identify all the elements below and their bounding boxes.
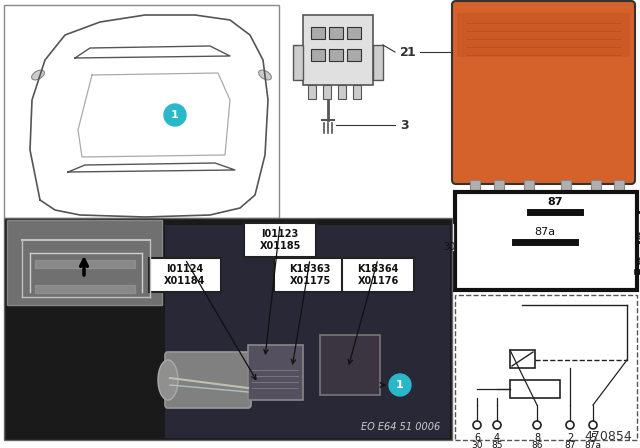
FancyBboxPatch shape xyxy=(149,258,221,292)
Bar xyxy=(347,27,361,39)
Text: 30: 30 xyxy=(443,242,455,252)
Ellipse shape xyxy=(31,70,44,80)
Bar xyxy=(561,180,571,196)
Bar xyxy=(4,5,279,218)
Bar xyxy=(311,27,325,39)
Text: 8: 8 xyxy=(534,433,540,443)
Bar xyxy=(311,49,325,61)
Bar xyxy=(591,180,601,196)
Bar xyxy=(323,85,331,99)
FancyBboxPatch shape xyxy=(274,258,346,292)
Bar xyxy=(510,380,560,398)
Bar xyxy=(614,180,624,196)
Text: EO E64 51 0006: EO E64 51 0006 xyxy=(361,422,440,432)
Bar xyxy=(353,85,361,99)
Text: 5: 5 xyxy=(590,433,596,443)
Text: 85: 85 xyxy=(492,441,503,448)
Bar xyxy=(470,180,480,196)
Text: K18363
X01175: K18363 X01175 xyxy=(289,264,331,286)
Bar xyxy=(165,225,450,438)
Text: 1: 1 xyxy=(171,110,179,120)
Bar xyxy=(494,180,504,196)
Text: 6: 6 xyxy=(474,433,480,443)
Text: 87a: 87a xyxy=(584,441,602,448)
Text: 4: 4 xyxy=(494,433,500,443)
Circle shape xyxy=(589,421,597,429)
Text: 86: 86 xyxy=(638,257,640,267)
Bar xyxy=(248,345,303,400)
Circle shape xyxy=(389,374,411,396)
Text: 2: 2 xyxy=(567,433,573,443)
FancyBboxPatch shape xyxy=(165,352,251,408)
Text: I01124
X01184: I01124 X01184 xyxy=(164,264,205,286)
Circle shape xyxy=(473,421,481,429)
Bar xyxy=(4,218,452,440)
Bar xyxy=(329,49,343,61)
Circle shape xyxy=(566,421,574,429)
Circle shape xyxy=(493,421,501,429)
Circle shape xyxy=(533,421,541,429)
Ellipse shape xyxy=(158,360,178,400)
FancyBboxPatch shape xyxy=(244,223,316,257)
Text: 2: 2 xyxy=(400,46,409,59)
Text: K18364
X01176: K18364 X01176 xyxy=(357,264,399,286)
Bar xyxy=(455,192,637,290)
Text: I01123
X01185: I01123 X01185 xyxy=(259,229,301,251)
Bar xyxy=(524,180,534,196)
Bar xyxy=(510,350,535,368)
Bar xyxy=(303,15,373,85)
FancyBboxPatch shape xyxy=(452,1,635,184)
Bar xyxy=(338,85,346,99)
Text: 470854: 470854 xyxy=(584,430,632,443)
Text: 1: 1 xyxy=(406,46,415,59)
Text: 87: 87 xyxy=(547,197,563,207)
Bar xyxy=(347,49,361,61)
Bar xyxy=(308,85,316,99)
Text: 87a: 87a xyxy=(534,227,556,237)
FancyBboxPatch shape xyxy=(342,258,414,292)
Text: 30: 30 xyxy=(471,441,483,448)
Text: 1: 1 xyxy=(396,380,404,390)
FancyBboxPatch shape xyxy=(457,13,630,57)
Text: 86: 86 xyxy=(531,441,543,448)
Bar xyxy=(329,27,343,39)
Circle shape xyxy=(164,104,186,126)
Bar xyxy=(293,45,303,80)
Bar xyxy=(7,220,162,305)
Bar xyxy=(443,222,455,252)
Text: 3: 3 xyxy=(400,119,408,132)
Text: 85: 85 xyxy=(638,232,640,242)
Text: 87: 87 xyxy=(564,441,576,448)
Bar xyxy=(637,212,640,242)
Ellipse shape xyxy=(259,70,271,80)
Bar xyxy=(455,295,637,440)
Bar xyxy=(320,335,380,395)
Bar xyxy=(373,45,383,80)
